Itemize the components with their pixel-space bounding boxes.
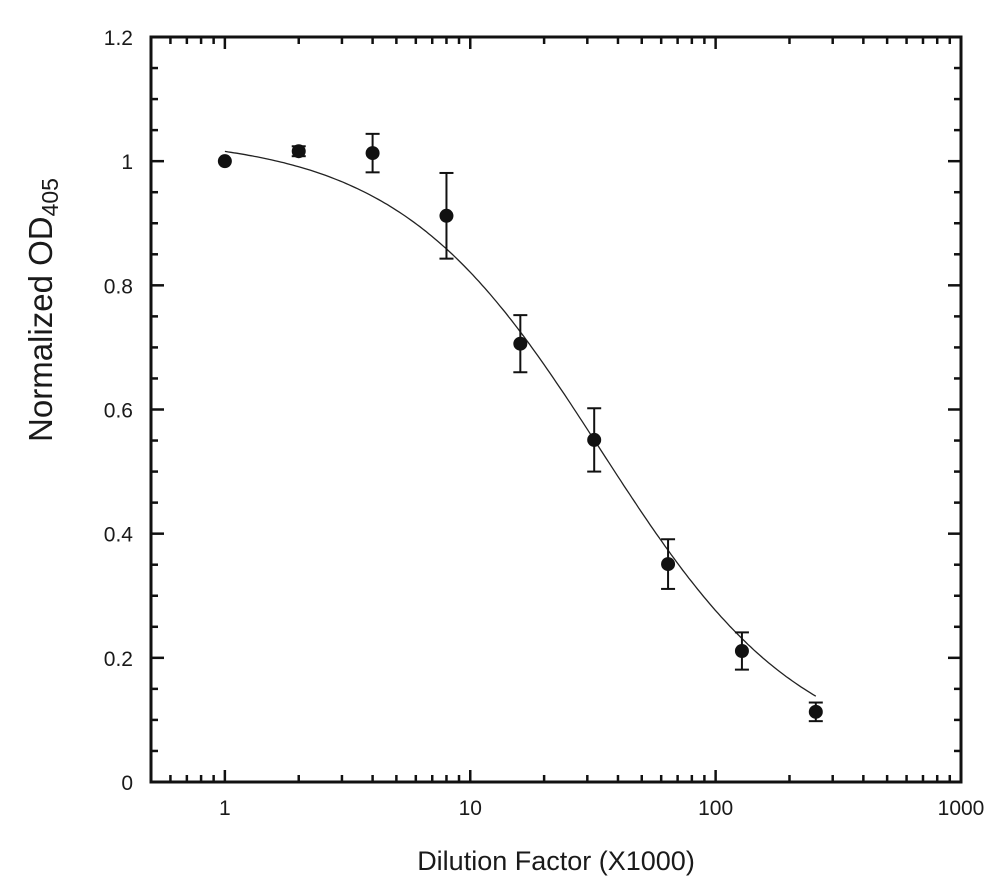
- axis-ticks: [149, 35, 961, 784]
- x-tick-label: 10: [459, 797, 482, 820]
- x-tick-label: 100: [698, 797, 733, 820]
- x-tick-label: 1: [219, 797, 231, 820]
- y-axis-title: Normalized OD405: [22, 178, 63, 442]
- data-point: [661, 538, 676, 590]
- x-axis-title: Dilution Factor (X1000): [417, 846, 695, 876]
- tick-labels: 1 10 100 1000 0 0.2 0.4 0.6 0.8 1 1.2: [104, 27, 985, 820]
- y-tick-label: 0.8: [104, 275, 133, 298]
- y-tick-label: 1: [121, 151, 133, 174]
- data-point: [587, 407, 602, 473]
- y-tick-label: 0.2: [104, 648, 133, 671]
- y-tick-label: 0.6: [104, 400, 133, 423]
- plot-frame: [149, 35, 963, 784]
- y-tick-label: 0.4: [104, 524, 134, 547]
- x-tick-label: 1000: [938, 797, 985, 820]
- data-point: [217, 154, 232, 169]
- data-point: [365, 132, 380, 174]
- data-point: [513, 314, 528, 374]
- data-points: [217, 132, 823, 723]
- fit-curve: [224, 150, 817, 697]
- data-point: [808, 701, 823, 723]
- data-point: [734, 631, 749, 671]
- data-point: [291, 144, 306, 159]
- y-tick-label: 0: [121, 772, 133, 795]
- y-tick-label: 1.2: [104, 27, 133, 50]
- data-point: [439, 171, 454, 260]
